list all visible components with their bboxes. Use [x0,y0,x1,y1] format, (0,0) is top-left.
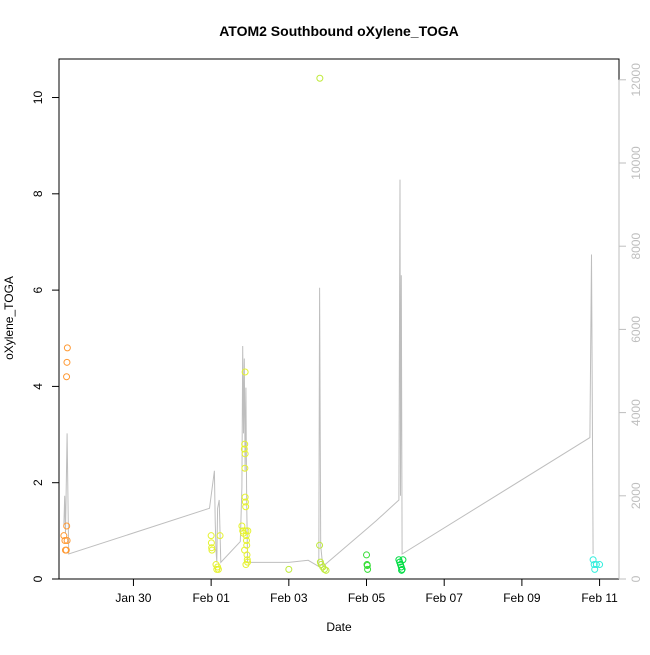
data-point [208,544,216,552]
x-tick-label: Feb 09 [503,591,541,605]
data-point [241,368,249,376]
data-point [399,556,407,564]
points-layer [60,74,604,574]
y-axis-label: oXylene_TOGA [2,276,16,360]
x-tick-label: Feb 03 [270,591,308,605]
y2-tick-label: 0 [629,575,643,582]
data-point [63,373,71,381]
x-tick-label: Feb 07 [426,591,464,605]
data-point [244,527,252,535]
y-tick-label: 2 [31,479,45,486]
data-point [320,565,328,573]
y-tick-label: 6 [31,286,45,293]
data-point [398,566,406,574]
data-point [214,565,222,573]
data-point [242,532,250,540]
data-point [242,561,250,569]
data-point [589,556,597,564]
data-point [207,532,215,540]
x-tick-label: Feb 11 [581,591,618,605]
y-tick-label: 4 [31,383,45,390]
data-point [363,551,371,559]
data-point [596,561,604,569]
y-tick-label: 0 [31,575,45,582]
data-point [61,536,69,544]
data-point [63,358,71,366]
data-point [591,565,599,573]
data-point [243,556,251,564]
axes-layer: Jan 30 Feb 01 Feb 03 Feb 05 Feb 07 Feb 09 Feb … [31,58,643,605]
data-point [63,344,71,352]
data-point [216,532,224,540]
data-point [592,561,600,569]
secondary-series-line [63,179,594,568]
data-point [316,541,324,549]
data-point [241,493,249,501]
data-point [241,498,249,506]
data-point [285,565,293,573]
data-point [242,527,250,535]
data-point [207,539,215,547]
data-point [62,546,70,554]
y2-tick-label: 12000 [629,63,643,97]
data-point [60,532,68,540]
plot-frame [58,58,620,580]
data-point [242,536,250,544]
x-tick-label: Jan 30 [115,591,151,605]
secondary-line-layer [63,179,594,568]
data-point [63,522,71,530]
y-tick-label: 8 [31,190,45,197]
data-point [364,565,372,573]
x-tick-label: Feb 01 [192,591,230,605]
data-point [322,566,330,574]
data-point [241,546,249,554]
y-tick-label: 10 [31,91,45,105]
x-tick-label: Feb 05 [348,591,386,605]
y2-tick-label: 8000 [629,233,643,260]
data-point [241,450,249,458]
data-point [241,464,249,472]
data-point [238,522,246,530]
data-point [208,546,216,554]
data-point [363,562,371,570]
data-point [240,445,248,453]
y2-tick-label: 10000 [629,146,643,180]
data-point [316,74,324,82]
data-point [63,536,71,544]
data-point [242,503,250,511]
x-axis-label: Date [326,620,352,634]
data-point [590,561,598,569]
y2-tick-label: 2000 [629,482,643,509]
data-point [241,440,249,448]
y2-tick-label: 6000 [629,316,643,343]
chart-title: ATOM2 Southbound oXylene_TOGA [219,23,459,39]
y2-tick-label: 4000 [629,399,643,426]
